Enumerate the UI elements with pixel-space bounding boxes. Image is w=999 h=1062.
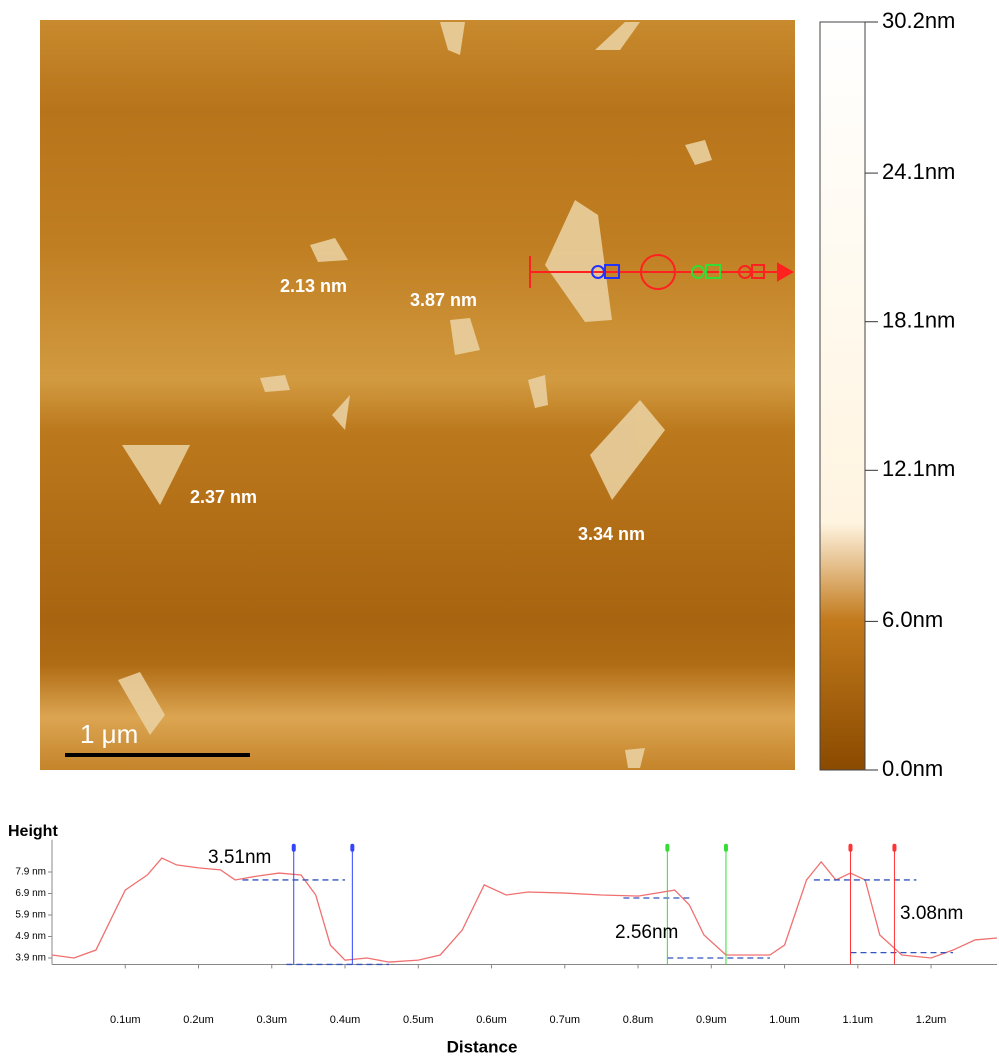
profile-annotation: 3.08nm <box>900 903 963 924</box>
colorbar-tick-label: 18.1nm <box>882 308 955 333</box>
colorbar-tick-label: 30.2nm <box>882 8 955 33</box>
flakes <box>118 22 712 768</box>
x-tick-label: 0.7um <box>550 1014 581 1026</box>
cursor-handle <box>291 843 296 852</box>
colorbar-tick-label: 6.0nm <box>882 607 943 632</box>
cursor-handle <box>723 843 728 852</box>
colorbar <box>819 21 866 771</box>
height-annotation: 3.34 nm <box>578 524 645 544</box>
cursor-handle <box>848 843 853 852</box>
x-tick-label: 0.8um <box>623 1014 654 1026</box>
x-tick-label: 0.4um <box>330 1014 361 1026</box>
x-tick-label: 0.3um <box>256 1014 287 1026</box>
x-tick-label: 0.6um <box>476 1014 507 1026</box>
y-tick-label: 3.9 nm <box>15 953 46 964</box>
profile-annotation: 2.56nm <box>615 922 678 943</box>
height-annotation: 2.13 nm <box>280 276 347 296</box>
colorbar-tick-label: 12.1nm <box>882 456 955 481</box>
colorbar-tick-label: 24.1nm <box>882 159 955 184</box>
image-background <box>40 20 795 770</box>
y-tick-label: 7.9 nm <box>15 867 46 878</box>
profile-annotation: 3.51nm <box>208 847 271 868</box>
x-tick-label: 0.5um <box>403 1014 434 1026</box>
cursor-handle <box>665 843 670 852</box>
x-tick-label: 0.9um <box>696 1014 727 1026</box>
height-annotation: 2.37 nm <box>190 487 257 507</box>
cursor-handle <box>892 843 897 852</box>
x-tick-label: 1.0um <box>769 1014 800 1026</box>
profile-line <box>51 857 998 963</box>
x-tick-label: 1.1um <box>843 1014 874 1026</box>
x-tick-label: 0.2um <box>183 1014 214 1026</box>
y-axis-label: Height <box>8 823 58 840</box>
y-tick-label: 6.9 nm <box>15 888 46 899</box>
height-annotation: 3.87 nm <box>410 290 477 310</box>
x-tick-label: 0.1um <box>110 1014 141 1026</box>
x-tick-label: 1.2um <box>916 1014 947 1026</box>
colorbar-tick-label: 0.0nm <box>882 756 943 781</box>
y-tick-label: 4.9 nm <box>15 931 46 942</box>
scale-bar-label: 1 μm <box>80 719 138 749</box>
line-tool <box>529 254 795 290</box>
y-tick-label: 5.9 nm <box>15 910 46 921</box>
cursor-handle <box>350 843 355 852</box>
afm-image: 1 μm <box>40 20 795 770</box>
x-axis-label: Distance <box>447 1037 518 1056</box>
